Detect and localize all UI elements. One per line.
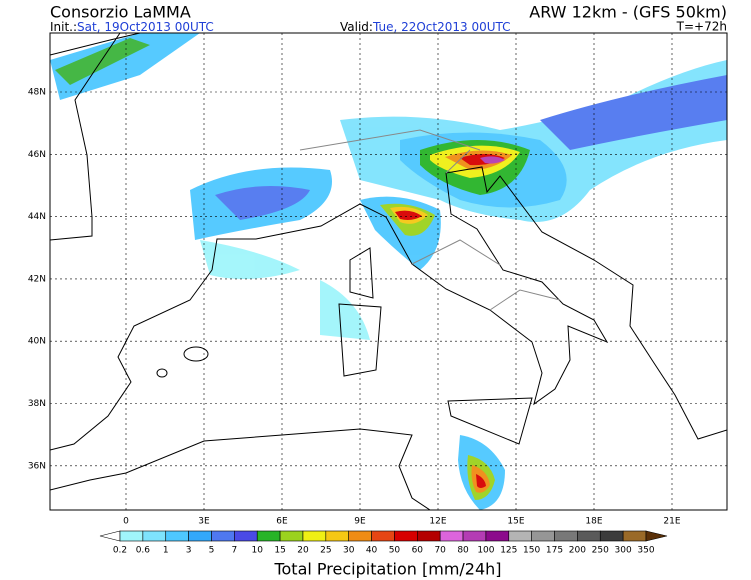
lon-label: 12E xyxy=(429,517,446,527)
map-frame xyxy=(49,32,728,511)
colorbar-box xyxy=(577,530,601,542)
lat-label: 46N xyxy=(28,150,46,160)
colorbar-box xyxy=(256,530,281,542)
colorbar-box xyxy=(531,530,555,542)
colorbar-label: 200 xyxy=(569,546,586,556)
colorbar-label: 175 xyxy=(546,546,563,556)
lon-label: 3E xyxy=(198,517,210,527)
colorbar-label: 350 xyxy=(637,546,654,556)
colorbar-label: 15 xyxy=(274,546,285,556)
valid-time: Tue, 22Oct2013 00UTC xyxy=(372,20,511,34)
colorbar-label: 125 xyxy=(500,546,517,556)
valid-line: Valid:Tue, 22Oct2013 00UTC xyxy=(340,20,511,34)
colorbar-arrow-low xyxy=(99,530,121,542)
colorbar-label: 25 xyxy=(320,546,331,556)
colorbar-box xyxy=(279,530,304,542)
colorbar-label: 80 xyxy=(457,546,469,556)
map xyxy=(50,33,727,510)
init-time: Sat, 19Oct2013 00UTC xyxy=(77,20,214,34)
colorbar-box xyxy=(188,530,212,542)
lat-label: 36N xyxy=(28,461,46,471)
colorbar-label: 20 xyxy=(297,546,309,556)
site-title: Consorzio LaMMA xyxy=(50,3,191,22)
lat-label: 44N xyxy=(28,212,46,222)
lon-label: 9E xyxy=(354,517,366,527)
lon-label: 15E xyxy=(507,517,524,527)
colorbar-box xyxy=(234,530,258,542)
colorbar-label: 300 xyxy=(615,546,632,556)
valid-label: Valid: xyxy=(340,20,373,34)
colorbar-box xyxy=(417,530,441,542)
init-line: Init.:Sat, 19Oct2013 00UTC xyxy=(50,20,214,34)
lon-label: 18E xyxy=(585,517,602,527)
colorbar-label: 3 xyxy=(186,546,192,556)
colorbar-label: 60 xyxy=(412,546,424,556)
colorbar-arrow-high xyxy=(645,530,668,542)
colorbar-label: 150 xyxy=(523,546,540,556)
axis-labels: 48N 46N 44N 42N 40N 38N 36N 0 3E 6E 9E 12E 15E 18E 21E xyxy=(28,88,681,527)
coastlines xyxy=(50,33,727,510)
colorbar-box xyxy=(622,530,647,542)
lon-label: 0 xyxy=(123,517,129,527)
colorbar-label: 50 xyxy=(389,546,401,556)
colorbar-box xyxy=(302,530,327,542)
colorbar-box xyxy=(485,530,510,542)
colorbar-box xyxy=(394,530,418,542)
lat-label: 42N xyxy=(28,274,46,284)
colorbar-box xyxy=(325,530,349,542)
colorbar-label: 5 xyxy=(209,546,215,556)
lead-time: T=+72h xyxy=(676,20,727,34)
colorbar: 0.2 0.6 1 3 5 7 10 15 20 25 30 40 50 60 70 80 100 125 150 1… xyxy=(99,530,668,556)
colorbar-label: 0.2 xyxy=(113,546,127,556)
lat-label: 38N xyxy=(28,399,46,409)
colorbar-label: 40 xyxy=(366,546,378,556)
init-label: Init.: xyxy=(50,20,77,34)
colorbar-label: 70 xyxy=(434,546,446,556)
colorbar-label: 0.6 xyxy=(136,546,151,556)
precipitation-field xyxy=(50,33,727,510)
colorbar-box xyxy=(211,530,235,542)
lon-label: 21E xyxy=(663,517,680,527)
colorbar-box xyxy=(371,530,395,542)
colorbar-label: 100 xyxy=(477,546,494,556)
colorbar-label: 30 xyxy=(343,546,355,556)
colorbar-box xyxy=(142,530,167,542)
lat-label: 48N xyxy=(28,88,46,98)
colorbar-label: 1 xyxy=(163,546,169,556)
model-name: ARW 12km - (GFS 50km) xyxy=(529,3,727,22)
colorbar-title: Total Precipitation [mm/24h] xyxy=(273,560,501,579)
colorbar-box xyxy=(165,530,189,542)
colorbar-box xyxy=(119,530,144,542)
colorbar-box xyxy=(554,530,578,542)
colorbar-box xyxy=(462,530,487,542)
colorbar-box xyxy=(439,530,464,542)
colorbar-label: 250 xyxy=(592,546,609,556)
colorbar-box xyxy=(508,530,532,542)
lon-label: 6E xyxy=(276,517,288,527)
colorbar-label: 7 xyxy=(231,546,237,556)
lat-label: 40N xyxy=(28,337,46,347)
colorbar-label: 10 xyxy=(251,546,263,556)
colorbar-box xyxy=(599,530,624,542)
colorbar-box xyxy=(348,530,372,542)
